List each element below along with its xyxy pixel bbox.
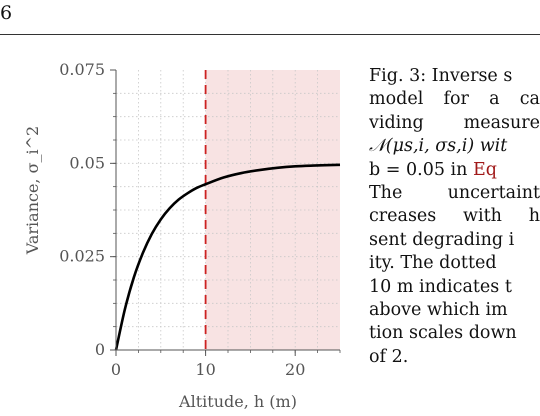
x-axis-label: Altitude, h (m) <box>178 392 297 411</box>
caption-line: creases with h <box>369 206 540 227</box>
page-number: 6 <box>0 2 13 24</box>
caption-line: The uncertaint <box>369 183 540 204</box>
caption-text: b = 0.05 in <box>369 159 473 180</box>
figure-caption: Fig. 3: Inverse s model for a ca viding … <box>369 65 540 416</box>
caption-line: sent degrading i <box>369 229 515 250</box>
caption-line: 10 m indicates t <box>369 276 512 297</box>
caption-line: tion scales down <box>369 323 517 344</box>
caption-line: viding measure <box>369 112 540 133</box>
caption-line: above which im <box>369 300 508 321</box>
caption-line: ity. The dotted <box>369 253 497 274</box>
caption-line: b = 0.05 in Eq <box>369 159 540 182</box>
caption-line: of 2. <box>369 346 409 367</box>
caption-line: model for a ca <box>369 89 540 110</box>
caption-line: Fig. 3: Inverse s <box>369 66 513 86</box>
equation-reference-link[interactable]: Eq <box>472 159 497 180</box>
x-tick-label: 20 <box>285 360 305 379</box>
y-tick-label: 0.025 <box>59 247 105 266</box>
y-tick-label: 0.05 <box>69 153 105 172</box>
variance-altitude-chart: 0 10 20 0 0.025 0.05 0.075 Altitude, h (m) Varia… <box>23 60 341 411</box>
y-tick-label: 0 <box>95 340 105 359</box>
y-axis-label: Variance, σ_i^2 <box>23 126 42 255</box>
y-tick-label: 0.075 <box>59 60 105 79</box>
caption-line: 𝒩(μs,i, σs,i) wit <box>369 136 508 157</box>
x-tick-label: 10 <box>195 360 215 379</box>
variance-series-line <box>114 163 341 351</box>
header-rule <box>0 34 540 35</box>
x-tick-label: 0 <box>111 360 121 379</box>
